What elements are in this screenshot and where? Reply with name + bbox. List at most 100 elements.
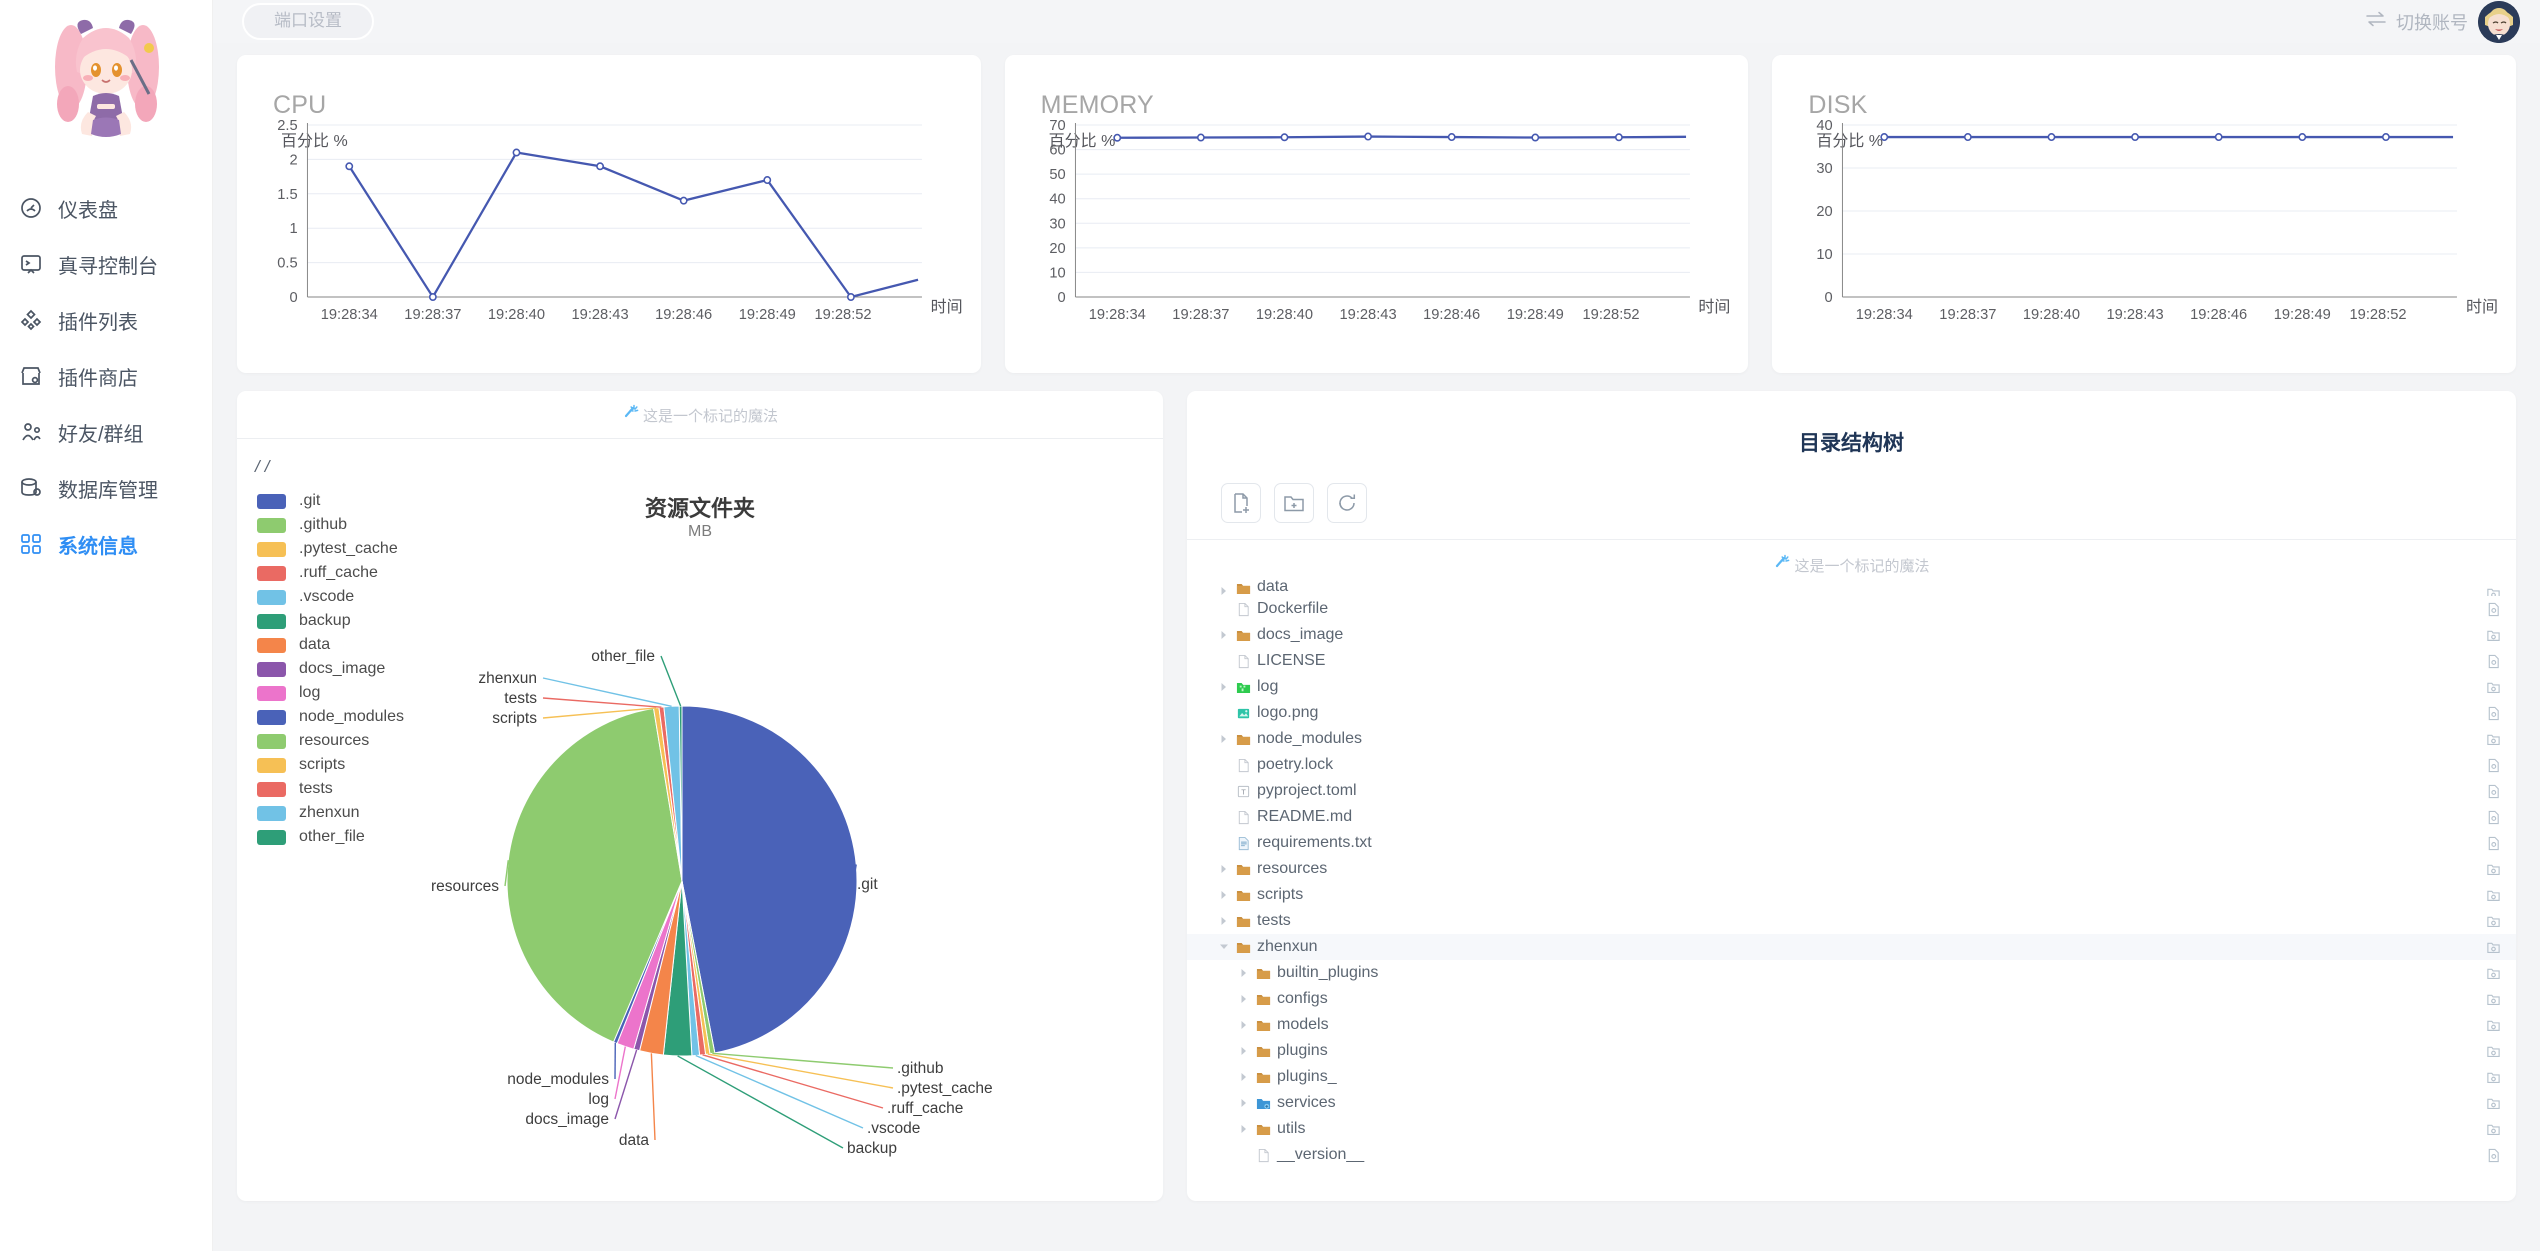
tree-row[interactable]: plugins (1187, 1038, 2516, 1064)
tree-row[interactable]: resources (1187, 856, 2516, 882)
folder-settings-icon[interactable] (2484, 912, 2502, 930)
chevron-right-icon[interactable] (1235, 1046, 1253, 1056)
legend-item[interactable]: other_file (257, 825, 404, 849)
legend-label: log (299, 684, 321, 701)
new-file-button[interactable] (1221, 483, 1261, 523)
folder-settings-icon[interactable] (2484, 1016, 2502, 1034)
legend-item[interactable]: data (257, 633, 404, 657)
new-folder-button[interactable] (1274, 483, 1314, 523)
port-settings-button[interactable]: 端口设置 (242, 3, 374, 40)
tree-row[interactable]: poetry.lock (1187, 752, 2516, 778)
file-settings-icon[interactable] (2484, 600, 2502, 618)
folder-settings-icon[interactable] (2484, 1068, 2502, 1086)
chevron-right-icon[interactable] (1235, 994, 1253, 1004)
resource-folder-pie-chart[interactable]: .git .github .pytest_cache .ruff_cache .vsco… (237, 541, 1163, 1181)
legend-item[interactable]: .vscode (257, 585, 404, 609)
bottom-row: 这是一个标记的魔法 / / .git .github .pytest_cache .r… (213, 373, 2540, 1201)
tree-row[interactable]: plugins_ (1187, 1064, 2516, 1090)
directory-tree-list[interactable]: data Dockerfile docs_image LICENSE log logo.p… (1187, 580, 2516, 1212)
tree-row[interactable]: LICENSE (1187, 648, 2516, 674)
chevron-right-icon[interactable] (1215, 916, 1233, 926)
tree-row[interactable]: Dockerfile (1187, 596, 2516, 622)
tree-row[interactable]: log (1187, 674, 2516, 700)
breadcrumb[interactable]: / / (237, 439, 1163, 477)
plugin-list-icon (18, 307, 44, 333)
legend-item[interactable]: .github (257, 513, 404, 537)
legend-item[interactable]: zhenxun (257, 801, 404, 825)
sidebar-item-console[interactable]: 真寻控制台 (18, 236, 212, 292)
file-settings-icon[interactable] (2484, 834, 2502, 852)
folder-settings-icon[interactable] (2484, 1120, 2502, 1138)
sidebar-item-friends-groups[interactable]: 好友/群组 (18, 404, 212, 460)
tree-row[interactable]: node_modules (1187, 726, 2516, 752)
folder-settings-icon[interactable] (2484, 860, 2502, 878)
legend-item[interactable]: scripts (257, 753, 404, 777)
legend-item[interactable]: backup (257, 609, 404, 633)
chevron-right-icon[interactable] (1215, 734, 1233, 744)
chevron-down-icon[interactable] (1215, 943, 1233, 951)
legend-item[interactable]: log (257, 681, 404, 705)
svg-text:30: 30 (1049, 216, 1065, 232)
tree-row[interactable]: models (1187, 1012, 2516, 1038)
tree-row[interactable]: tests (1187, 908, 2516, 934)
tree-row[interactable]: builtin_plugins (1187, 960, 2516, 986)
pie-legend: .git .github .pytest_cache .ruff_cache .vsco… (257, 489, 404, 849)
tree-row[interactable]: configs (1187, 986, 2516, 1012)
tree-row[interactable]: docs_image (1187, 622, 2516, 648)
sidebar-item-dashboard[interactable]: 仪表盘 (18, 180, 212, 236)
sidebar-item-plugin-list[interactable]: 插件列表 (18, 292, 212, 348)
folder-settings-icon[interactable] (2484, 1042, 2502, 1060)
chevron-right-icon[interactable] (1215, 682, 1233, 692)
folder-settings-icon[interactable] (2484, 938, 2502, 956)
legend-item[interactable]: node_modules (257, 705, 404, 729)
folder-settings-icon[interactable] (2484, 990, 2502, 1008)
file-settings-icon[interactable] (2484, 808, 2502, 826)
chevron-right-icon[interactable] (1215, 586, 1233, 596)
sidebar-item-plugin-store[interactable]: 插件商店 (18, 348, 212, 404)
pie-slice-label: .github (897, 1060, 944, 1077)
tree-row[interactable]: scripts (1187, 882, 2516, 908)
file-settings-icon[interactable] (2484, 704, 2502, 722)
tree-row[interactable]: README.md (1187, 804, 2516, 830)
legend-item[interactable]: .ruff_cache (257, 561, 404, 585)
tree-row[interactable]: data (1187, 580, 2516, 596)
tree-row[interactable]: requirements.txt (1187, 830, 2516, 856)
chevron-right-icon[interactable] (1215, 864, 1233, 874)
sidebar-item-system-info[interactable]: 系统信息 (18, 516, 212, 572)
tree-row[interactable]: logo.png (1187, 700, 2516, 726)
chevron-right-icon[interactable] (1215, 630, 1233, 640)
tree-row[interactable]: services (1187, 1090, 2516, 1116)
legend-item[interactable]: resources (257, 729, 404, 753)
disk-chart: 0 10 20 30 40 19:28:34 19:28:37 19:28:40 19:28:4… (1817, 118, 2458, 323)
folder-settings-icon[interactable] (2484, 964, 2502, 982)
folder-settings-icon[interactable] (2484, 584, 2502, 596)
chevron-right-icon[interactable] (1235, 1124, 1253, 1134)
folder-settings-icon[interactable] (2484, 1094, 2502, 1112)
folder-settings-icon[interactable] (2484, 626, 2502, 644)
chevron-right-icon[interactable] (1235, 1020, 1253, 1030)
file-settings-icon[interactable] (2484, 756, 2502, 774)
user-avatar[interactable] (2478, 0, 2520, 43)
switch-account-button[interactable]: 切换账号 (2365, 9, 2468, 35)
chevron-right-icon[interactable] (1235, 968, 1253, 978)
refresh-button[interactable] (1327, 483, 1367, 523)
magic-wand-icon (622, 404, 640, 426)
folder-settings-icon[interactable] (2484, 678, 2502, 696)
folder-settings-icon[interactable] (2484, 730, 2502, 748)
legend-item[interactable]: tests (257, 777, 404, 801)
tree-row[interactable]: __version__ (1187, 1142, 2516, 1168)
chevron-right-icon[interactable] (1215, 890, 1233, 900)
legend-item[interactable]: docs_image (257, 657, 404, 681)
file-settings-icon[interactable] (2484, 1146, 2502, 1164)
file-settings-icon[interactable] (2484, 782, 2502, 800)
chevron-right-icon[interactable] (1235, 1098, 1253, 1108)
legend-item[interactable]: .pytest_cache (257, 537, 404, 561)
sidebar-item-database[interactable]: 数据库管理 (18, 460, 212, 516)
tree-row[interactable]: utils (1187, 1116, 2516, 1142)
legend-item[interactable]: .git (257, 489, 404, 513)
chevron-right-icon[interactable] (1235, 1072, 1253, 1082)
file-settings-icon[interactable] (2484, 652, 2502, 670)
folder-settings-icon[interactable] (2484, 886, 2502, 904)
tree-row[interactable]: zhenxun (1187, 934, 2516, 960)
